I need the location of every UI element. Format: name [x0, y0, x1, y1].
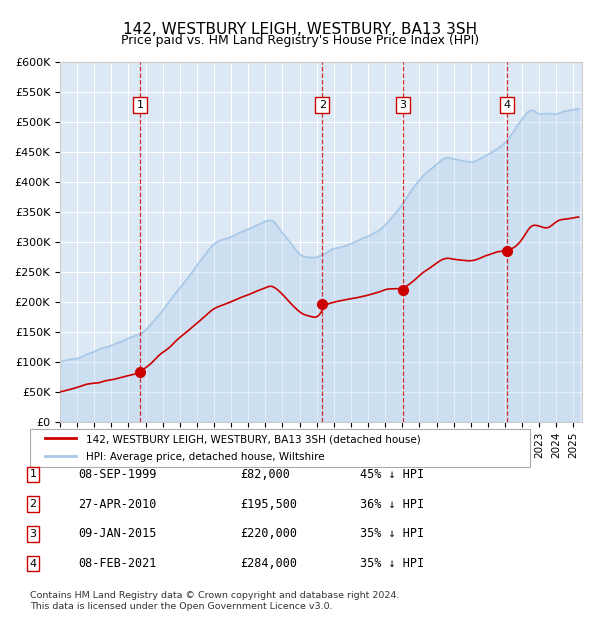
Text: £284,000: £284,000: [240, 557, 297, 570]
Text: Price paid vs. HM Land Registry's House Price Index (HPI): Price paid vs. HM Land Registry's House …: [121, 34, 479, 47]
Text: 45% ↓ HPI: 45% ↓ HPI: [360, 468, 424, 481]
Text: £195,500: £195,500: [240, 498, 297, 510]
Text: 3: 3: [400, 100, 406, 110]
FancyBboxPatch shape: [30, 428, 530, 467]
Text: 2: 2: [319, 100, 326, 110]
Text: HPI: Average price, detached house, Wiltshire: HPI: Average price, detached house, Wilt…: [86, 452, 325, 462]
Text: 4: 4: [503, 100, 510, 110]
Text: 1: 1: [137, 100, 144, 110]
Text: 142, WESTBURY LEIGH, WESTBURY, BA13 3SH (detached house): 142, WESTBURY LEIGH, WESTBURY, BA13 3SH …: [86, 434, 421, 444]
Text: 4: 4: [29, 559, 37, 569]
Text: 36% ↓ HPI: 36% ↓ HPI: [360, 498, 424, 510]
Text: 3: 3: [29, 529, 37, 539]
Text: 142, WESTBURY LEIGH, WESTBURY, BA13 3SH: 142, WESTBURY LEIGH, WESTBURY, BA13 3SH: [123, 22, 477, 37]
Text: £220,000: £220,000: [240, 528, 297, 540]
Text: 08-SEP-1999: 08-SEP-1999: [78, 468, 157, 481]
Text: 27-APR-2010: 27-APR-2010: [78, 498, 157, 510]
Text: 35% ↓ HPI: 35% ↓ HPI: [360, 528, 424, 540]
Text: £82,000: £82,000: [240, 468, 290, 481]
Text: 1: 1: [29, 469, 37, 479]
Text: 09-JAN-2015: 09-JAN-2015: [78, 528, 157, 540]
Text: Contains HM Land Registry data © Crown copyright and database right 2024.
This d: Contains HM Land Registry data © Crown c…: [30, 591, 400, 611]
Text: 2: 2: [29, 499, 37, 509]
Text: 35% ↓ HPI: 35% ↓ HPI: [360, 557, 424, 570]
Text: 08-FEB-2021: 08-FEB-2021: [78, 557, 157, 570]
